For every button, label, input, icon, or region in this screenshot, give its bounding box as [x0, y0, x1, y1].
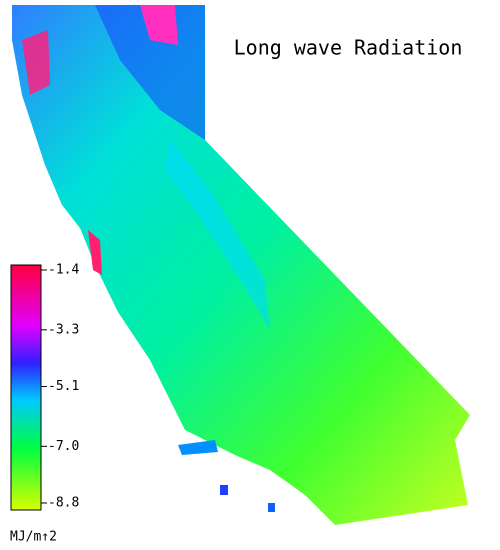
coast-patch — [22, 30, 50, 95]
mountain-band — [165, 140, 270, 330]
colorbar-tick-label: -1.4 — [48, 263, 79, 278]
island — [268, 503, 275, 512]
coast-patch — [88, 230, 102, 275]
colorbar-tick-label: -7.0 — [48, 439, 79, 454]
colorbar-tick-label: -5.1 — [48, 379, 79, 394]
colorbar-unit: MJ/m↑2 — [10, 530, 57, 545]
coast-patch — [140, 5, 178, 45]
island — [220, 485, 228, 495]
colorbar-tick-label: -3.3 — [48, 322, 79, 337]
map-title: Long wave Radiation — [234, 36, 463, 60]
colorbar — [10, 264, 42, 511]
island — [178, 440, 218, 455]
colorbar-tick-label: -8.8 — [48, 496, 79, 511]
